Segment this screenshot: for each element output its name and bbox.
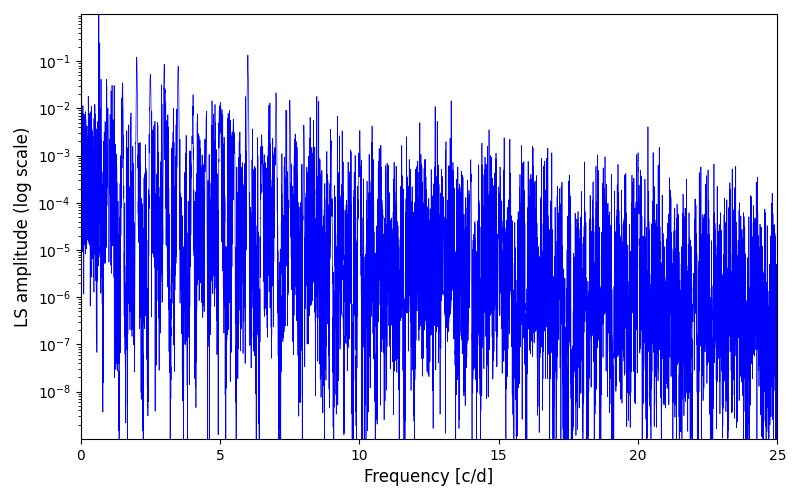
X-axis label: Frequency [c/d]: Frequency [c/d] [364, 468, 494, 486]
Y-axis label: LS amplitude (log scale): LS amplitude (log scale) [14, 126, 32, 326]
